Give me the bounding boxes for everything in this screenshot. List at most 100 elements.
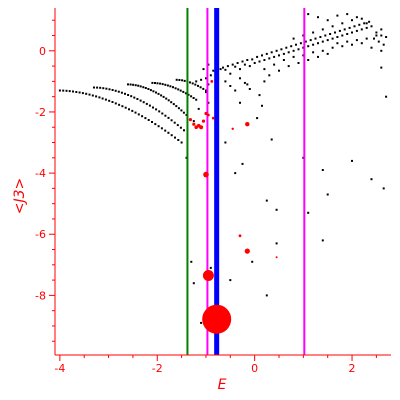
- data-point: [133, 96, 136, 99]
- data-point: [248, 65, 251, 68]
- data-point: [324, 34, 327, 37]
- data-point: [317, 16, 319, 19]
- highlight-point: [275, 256, 278, 259]
- data-point: [162, 95, 165, 98]
- data-point: [360, 42, 363, 45]
- data-point: [124, 106, 127, 109]
- data-point: [282, 59, 285, 61]
- data-point: [251, 260, 254, 263]
- data-point: [166, 84, 169, 87]
- data-point: [261, 54, 263, 57]
- data-point: [270, 51, 273, 54]
- y-tick-label: -6: [35, 228, 46, 241]
- data-point: [167, 131, 170, 134]
- data-point: [307, 13, 310, 16]
- data-point: [326, 52, 329, 55]
- data-point: [147, 119, 150, 121]
- data-point: [164, 83, 167, 86]
- highlight-point: [201, 119, 206, 123]
- data-point: [343, 28, 346, 31]
- data-point: [253, 62, 256, 64]
- data-point: [205, 89, 207, 92]
- data-point: [101, 97, 104, 100]
- data-point: [180, 109, 183, 112]
- data-point: [329, 33, 332, 35]
- data-point: [341, 34, 344, 37]
- data-point: [229, 85, 232, 87]
- data-point: [346, 40, 349, 43]
- data-point: [192, 120, 195, 123]
- data-point: [170, 101, 173, 104]
- data-point: [261, 104, 263, 107]
- highlight-point: [207, 113, 210, 117]
- data-point: [355, 16, 358, 19]
- data-point: [195, 98, 198, 101]
- data-point: [302, 54, 305, 57]
- data-point: [175, 78, 178, 81]
- data-point: [148, 104, 151, 107]
- data-point: [209, 74, 212, 77]
- x-axis-label: E: [218, 377, 227, 393]
- data-point: [144, 117, 147, 120]
- data-point: [222, 66, 224, 69]
- data-point: [307, 45, 310, 48]
- data-point: [117, 90, 120, 93]
- data-point: [178, 79, 181, 81]
- data-point: [346, 33, 349, 35]
- data-point: [176, 124, 179, 127]
- data-point: [182, 90, 185, 93]
- data-point: [104, 98, 107, 101]
- data-point: [375, 34, 378, 37]
- data-point: [144, 87, 147, 89]
- x-tick-label: 0: [251, 362, 258, 375]
- data-point: [351, 43, 353, 46]
- data-point: [98, 96, 101, 99]
- data-point: [134, 111, 137, 114]
- data-point: [385, 95, 388, 98]
- data-point: [292, 49, 295, 52]
- data-point: [263, 80, 266, 83]
- data-point: [167, 99, 170, 102]
- data-point: [331, 37, 334, 40]
- data-point: [336, 14, 339, 17]
- data-point: [297, 62, 300, 64]
- data-point: [165, 97, 168, 100]
- data-point: [268, 74, 271, 77]
- data-point: [111, 101, 114, 103]
- data-point: [241, 60, 244, 63]
- data-point: [321, 169, 324, 171]
- data-point: [278, 54, 280, 57]
- data-point: [199, 86, 202, 89]
- data-point: [370, 178, 373, 181]
- data-point: [224, 80, 227, 83]
- data-point: [348, 26, 351, 29]
- data-point: [312, 43, 315, 46]
- data-point: [243, 81, 246, 84]
- data-point: [169, 85, 172, 88]
- data-point: [321, 239, 324, 242]
- data-point: [127, 83, 129, 86]
- highlight-point: [188, 118, 192, 122]
- data-point: [149, 89, 152, 92]
- data-point: [251, 58, 254, 61]
- data-point: [173, 121, 176, 124]
- data-point: [191, 82, 194, 85]
- red-points-layer: [188, 80, 278, 334]
- data-point: [200, 78, 203, 81]
- data-point: [312, 31, 315, 34]
- highlight-point: [199, 125, 204, 130]
- data-point: [177, 107, 180, 110]
- data-point: [118, 103, 121, 106]
- data-point: [200, 321, 203, 324]
- data-point: [145, 102, 148, 105]
- data-point: [190, 260, 193, 263]
- data-point: [292, 55, 295, 58]
- data-point: [229, 72, 232, 75]
- data-point: [114, 102, 117, 105]
- data-point: [219, 68, 222, 71]
- data-point: [172, 86, 174, 89]
- data-point: [377, 40, 380, 43]
- data-point: [370, 25, 373, 28]
- data-point: [231, 63, 234, 66]
- data-point: [363, 22, 366, 25]
